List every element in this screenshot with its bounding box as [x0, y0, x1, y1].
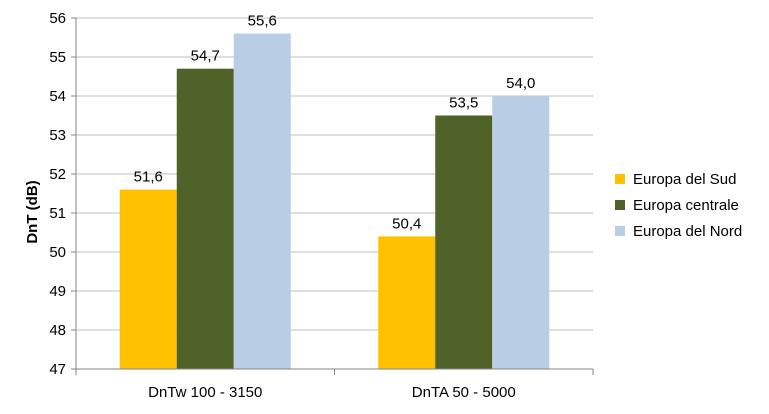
bar-europa-centrale-2	[435, 115, 493, 369]
legend-item: Europa del Nord	[615, 218, 742, 244]
bar-europa-del-nord-2	[492, 96, 550, 369]
y-tick-label: 53	[49, 127, 66, 144]
y-tick-label: 55	[49, 49, 66, 66]
y-tick-label: 47	[49, 361, 66, 378]
data-label: 51,6	[134, 169, 163, 186]
legend-swatch	[615, 226, 625, 236]
y-tick-labels: 47 48 49 50 51 52 53 54 55 56	[49, 10, 66, 378]
legend: Europa del Sud Europa centrale Europa del …	[615, 166, 742, 244]
axes	[71, 17, 594, 375]
legend-swatch	[615, 200, 625, 210]
legend-label: Europa del Sud	[633, 170, 737, 188]
data-labels: 51,6 54,7 55,6 50,4 53,5 54,0	[134, 13, 536, 233]
data-label: 50,4	[392, 215, 421, 232]
y-tick-label: 48	[49, 322, 66, 339]
bar-europa-centrale-1	[176, 68, 234, 369]
legend-label: Europa del Nord	[633, 222, 743, 240]
bar-europa-del-sud-2	[378, 236, 436, 369]
y-tick-label: 56	[49, 10, 66, 27]
bars	[119, 33, 550, 369]
legend-item: Europa del Sud	[615, 166, 742, 192]
x-tick-labels: DnTw 100 - 3150 DnTA 50 - 5000	[148, 384, 516, 401]
y-tick-label: 50	[49, 244, 66, 261]
bar-europa-del-nord-1	[233, 33, 291, 369]
x-category-label: DnTw 100 - 3150	[148, 384, 262, 401]
legend-swatch	[615, 174, 625, 184]
legend-item: Europa centrale	[615, 192, 742, 218]
y-tick-label: 49	[49, 283, 66, 300]
data-label: 54,0	[506, 75, 535, 92]
y-tick-label: 51	[49, 205, 66, 222]
data-label: 55,6	[248, 13, 277, 30]
bar-europa-del-sud-1	[119, 189, 177, 369]
data-label: 54,7	[191, 48, 220, 65]
data-label: 53,5	[449, 95, 478, 112]
y-tick-label: 52	[49, 166, 66, 183]
y-axis-title: DnT (dB)	[24, 180, 41, 243]
legend-label: Europa centrale	[633, 196, 739, 214]
x-category-label: DnTA 50 - 5000	[412, 384, 516, 401]
y-tick-label: 54	[49, 88, 66, 105]
